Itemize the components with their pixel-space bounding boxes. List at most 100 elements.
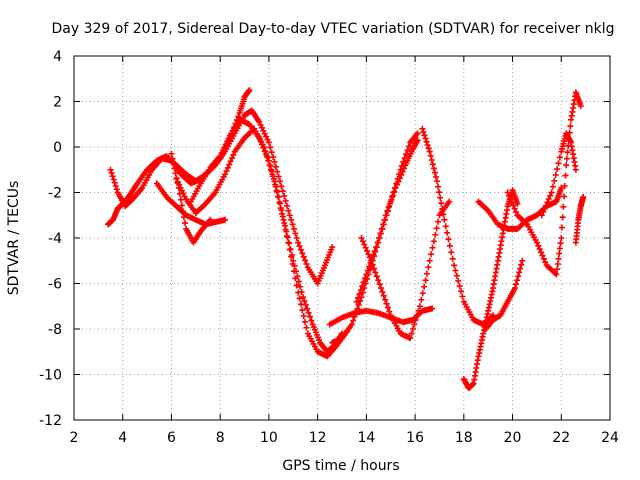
data-point — [399, 168, 406, 175]
data-point — [351, 313, 358, 320]
data-point — [418, 296, 425, 303]
data-point — [226, 161, 233, 168]
data-point — [428, 251, 435, 258]
data-point — [381, 216, 388, 223]
data-point — [542, 202, 549, 209]
data-point — [180, 214, 187, 221]
data-point — [171, 165, 178, 172]
data-point — [384, 208, 391, 215]
data-point — [296, 295, 303, 302]
data-point — [350, 317, 357, 324]
data-point — [289, 221, 296, 228]
series-arc-5 — [173, 125, 345, 355]
data-point — [207, 216, 214, 223]
data-point — [358, 235, 365, 241]
data-point — [508, 199, 515, 206]
data-point — [361, 275, 368, 282]
data-point — [359, 283, 366, 290]
data-point — [300, 294, 307, 301]
data-point — [547, 192, 554, 199]
data-point — [275, 194, 282, 201]
series-arc-11 — [419, 125, 497, 328]
data-point — [431, 169, 438, 176]
data-point — [376, 281, 383, 288]
series-arc-16 — [538, 130, 579, 219]
x-tick-label: 4 — [118, 430, 127, 446]
data-point — [113, 186, 120, 193]
data-point — [275, 173, 282, 180]
data-point — [556, 154, 563, 161]
data-point — [511, 285, 518, 292]
data-point — [577, 103, 584, 110]
data-point — [295, 289, 302, 296]
data-point — [292, 275, 299, 282]
data-point — [393, 181, 400, 188]
data-point — [300, 253, 307, 260]
data-point — [510, 202, 517, 209]
data-point — [552, 171, 559, 178]
data-point — [302, 257, 309, 264]
data-point — [540, 209, 547, 215]
data-point — [374, 239, 381, 246]
data-point — [554, 166, 561, 173]
data-point — [446, 198, 453, 205]
data-point — [440, 211, 447, 218]
x-tick-label: 16 — [406, 430, 424, 446]
data-point — [408, 330, 415, 337]
series-arc-10 — [358, 198, 453, 342]
data-point — [429, 244, 436, 251]
y-tick-label: 0 — [53, 140, 62, 156]
data-point — [303, 324, 310, 331]
data-point — [572, 166, 579, 173]
data-point — [357, 287, 364, 293]
data-point — [224, 164, 231, 171]
data-point — [285, 207, 292, 214]
series-arc-1 — [105, 107, 336, 287]
x-tick-label: 18 — [455, 430, 473, 446]
data-point — [519, 257, 526, 264]
data-point — [533, 239, 540, 246]
data-point — [580, 194, 587, 201]
data-point — [263, 151, 270, 158]
data-point — [356, 290, 363, 297]
data-point — [290, 268, 297, 275]
data-point — [567, 123, 574, 130]
data-point — [359, 238, 366, 245]
data-point — [437, 194, 444, 201]
data-point — [274, 168, 281, 175]
data-point — [430, 165, 437, 172]
data-point — [429, 305, 436, 312]
data-point — [270, 154, 277, 161]
data-point — [348, 321, 355, 328]
data-point — [268, 149, 275, 156]
data-point — [556, 245, 563, 252]
data-point — [223, 168, 230, 175]
data-point — [535, 242, 542, 249]
data-point — [365, 251, 372, 258]
x-tick-label: 14 — [357, 430, 375, 446]
data-point — [427, 152, 434, 159]
data-point — [271, 158, 278, 165]
data-point — [536, 246, 543, 253]
data-point — [557, 240, 564, 247]
data-point — [110, 176, 117, 183]
data-point — [296, 243, 303, 250]
data-point — [386, 308, 393, 315]
data-point — [301, 298, 308, 305]
data-point — [549, 183, 556, 190]
data-point — [387, 200, 394, 207]
data-point — [379, 288, 386, 295]
data-point — [300, 313, 307, 319]
data-point — [562, 172, 569, 179]
x-tick-label: 22 — [552, 430, 570, 446]
data-point — [422, 277, 429, 284]
data-point — [423, 270, 430, 277]
data-point — [554, 266, 561, 273]
data-point — [391, 188, 398, 195]
data-point — [412, 316, 419, 323]
y-tick-label: -6 — [48, 277, 62, 293]
data-point — [265, 157, 272, 164]
data-point — [421, 283, 428, 290]
data-point — [278, 183, 285, 190]
data-point — [293, 235, 300, 241]
